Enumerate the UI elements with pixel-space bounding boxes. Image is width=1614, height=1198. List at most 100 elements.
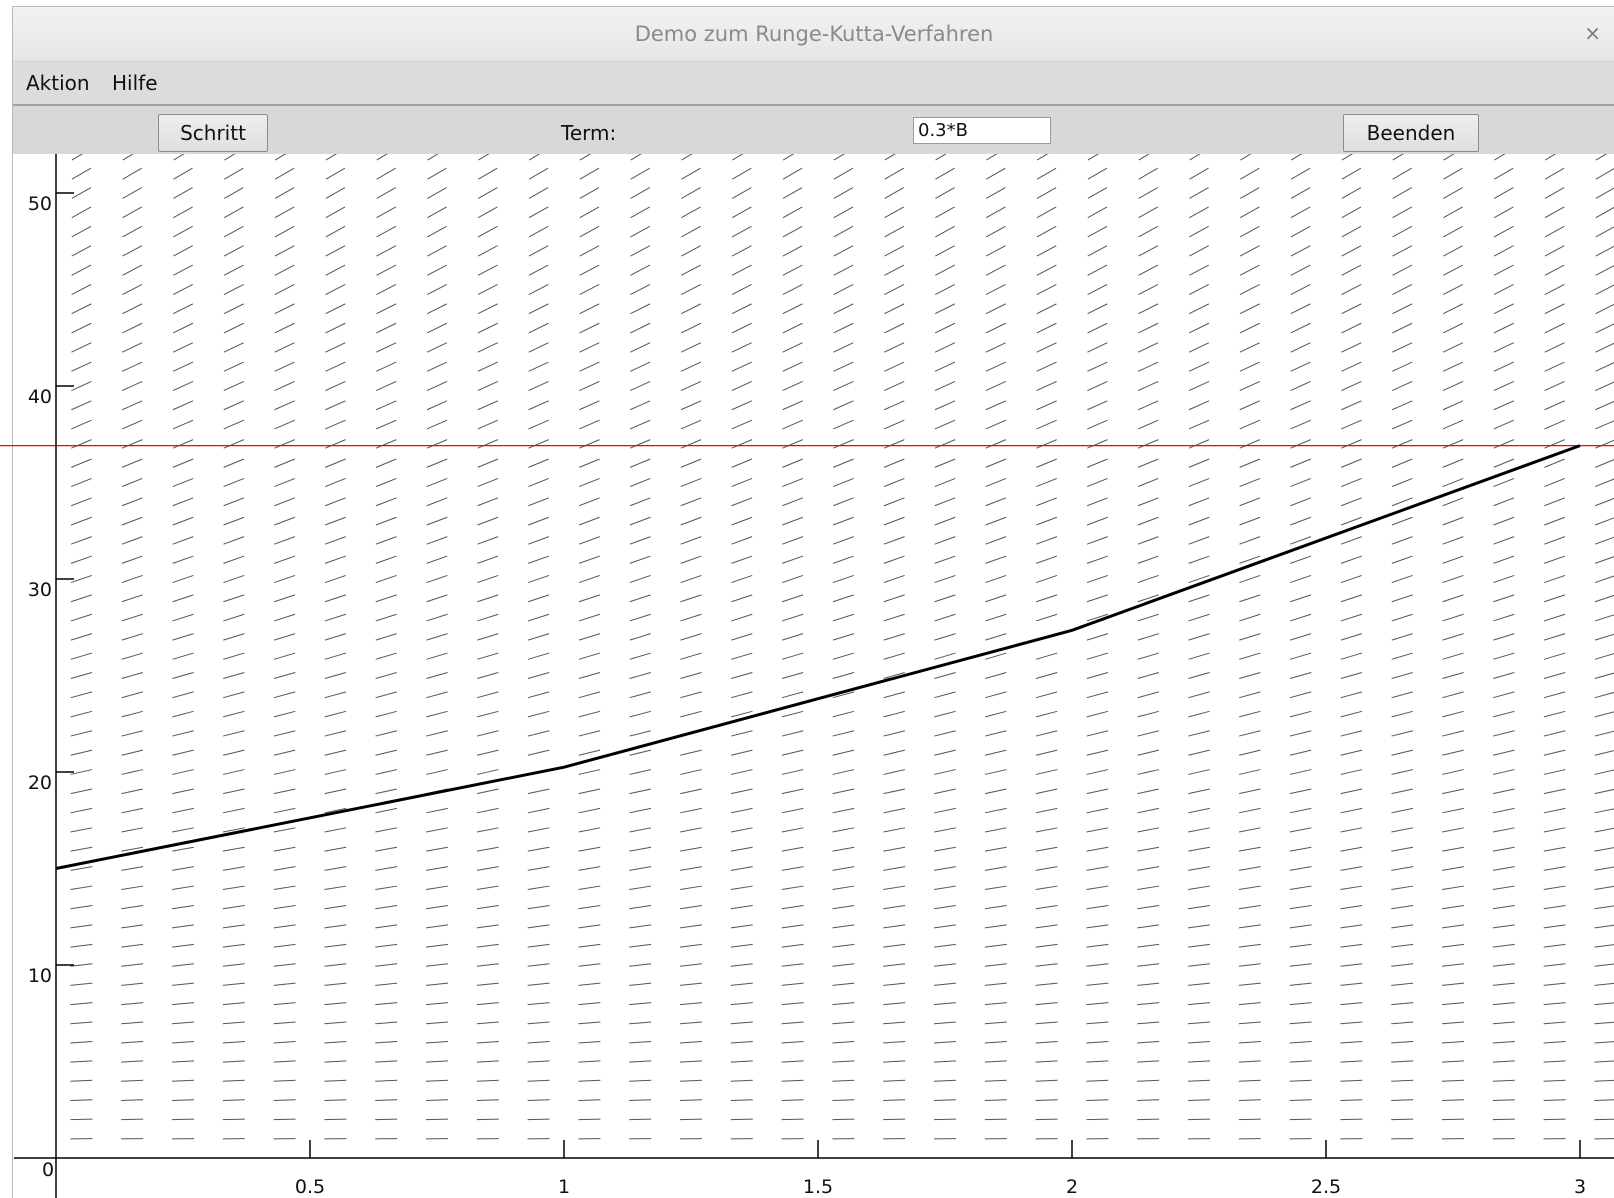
slope-segment (1594, 1021, 1614, 1025)
slope-segment (173, 187, 193, 199)
slope-segment (1086, 904, 1109, 910)
slope-segment (1035, 885, 1058, 891)
slope-segment (1594, 866, 1614, 871)
slope-segment (477, 477, 499, 488)
slope-segment (1594, 885, 1614, 891)
slope-segment (121, 924, 144, 929)
slope-segment (527, 749, 550, 756)
slope-segment (224, 167, 244, 180)
slope-segment (1443, 167, 1463, 180)
slope-segment (1239, 458, 1261, 468)
slope-segment (477, 225, 498, 238)
slope-segment (375, 943, 398, 948)
slope-segment (1138, 303, 1159, 315)
slope-segment (324, 749, 347, 756)
slope-segment (527, 613, 550, 622)
slope-segment (426, 924, 448, 929)
slope-segment (579, 206, 600, 219)
slope-segment (781, 788, 804, 795)
slope-segment (578, 827, 601, 833)
slope-segment (1442, 904, 1464, 910)
slope-segment (121, 1079, 144, 1082)
slope-segment (883, 380, 905, 392)
slope-segment (273, 1060, 296, 1063)
slope-segment (884, 284, 905, 295)
slope-segment (1290, 225, 1311, 238)
slope-segment (832, 769, 855, 775)
slope-segment (630, 361, 651, 372)
slope-segment (832, 749, 855, 756)
slope-segment (1188, 866, 1210, 871)
term-input[interactable] (913, 117, 1051, 144)
slope-segment (1341, 419, 1362, 430)
slope-segment (1239, 536, 1261, 545)
slope-segment (70, 866, 93, 871)
slope-segment (1086, 594, 1109, 603)
slope-segment (1340, 613, 1363, 622)
slope-segment (1035, 652, 1058, 660)
slope-segment (1239, 497, 1261, 507)
slope-segment (476, 963, 499, 967)
slope-segment (1543, 691, 1566, 699)
slope-segment (781, 594, 804, 603)
slope-segment (528, 225, 549, 238)
slope-segment (578, 730, 601, 737)
slope-segment (527, 904, 550, 910)
slope-segment (222, 1021, 245, 1025)
slope-segment (1392, 284, 1413, 295)
slope-segment (1036, 400, 1057, 411)
slope-segment (222, 1099, 245, 1101)
slope-segment (578, 555, 600, 564)
slope-segment (782, 400, 803, 411)
slope-segment (476, 982, 499, 986)
slope-segment (476, 1040, 499, 1044)
slope-segment (782, 225, 803, 238)
title-bar[interactable]: Demo zum Runge-Kutta-Verfahren × (13, 7, 1614, 62)
slope-segment (578, 846, 601, 852)
slope-segment (1289, 749, 1312, 756)
slope-segment (985, 574, 1007, 584)
slope-segment (1493, 400, 1515, 411)
y-tick-label: 10 (28, 965, 52, 987)
step-button[interactable]: Schritt (158, 114, 268, 152)
slope-segment (1289, 1099, 1312, 1101)
slope-segment (1238, 1079, 1261, 1082)
slope-segment (934, 574, 956, 584)
slope-segment (172, 827, 194, 833)
slope-segment (375, 594, 397, 603)
slope-segment (1442, 788, 1464, 795)
menu-hilfe[interactable]: Hilfe (112, 71, 158, 95)
slope-segment (1442, 380, 1464, 392)
slope-segment (781, 963, 804, 967)
slope-segment (426, 322, 448, 334)
slope-segment (1492, 807, 1515, 814)
slope-segment (883, 924, 906, 929)
quit-button[interactable]: Beenden (1343, 114, 1479, 152)
slope-segment (1238, 846, 1261, 852)
slope-segment (425, 1079, 449, 1082)
slope-segment (273, 749, 296, 756)
slope-segment (121, 613, 143, 622)
slope-segment (934, 361, 956, 372)
slope-segment (172, 982, 194, 986)
slope-segment (1290, 555, 1312, 564)
slope-segment (934, 749, 956, 756)
close-icon[interactable]: × (1584, 21, 1601, 45)
menu-aktion[interactable]: Aktion (26, 71, 90, 95)
slope-segment (1442, 633, 1464, 641)
slope-segment (426, 691, 448, 699)
slope-segment (883, 400, 905, 411)
slope-segment (629, 555, 651, 564)
slope-segment (629, 807, 652, 814)
slope-segment (375, 866, 398, 871)
slope-segment (527, 827, 550, 833)
slope-segment (1594, 1118, 1614, 1121)
slope-segment (1442, 594, 1464, 603)
slope-segment (376, 154, 388, 161)
slope-segment (1187, 1079, 1211, 1082)
slope-segment (1544, 245, 1565, 257)
slope-segment (782, 167, 803, 180)
slope-segment (578, 536, 600, 545)
slope-segment (1087, 167, 1108, 180)
